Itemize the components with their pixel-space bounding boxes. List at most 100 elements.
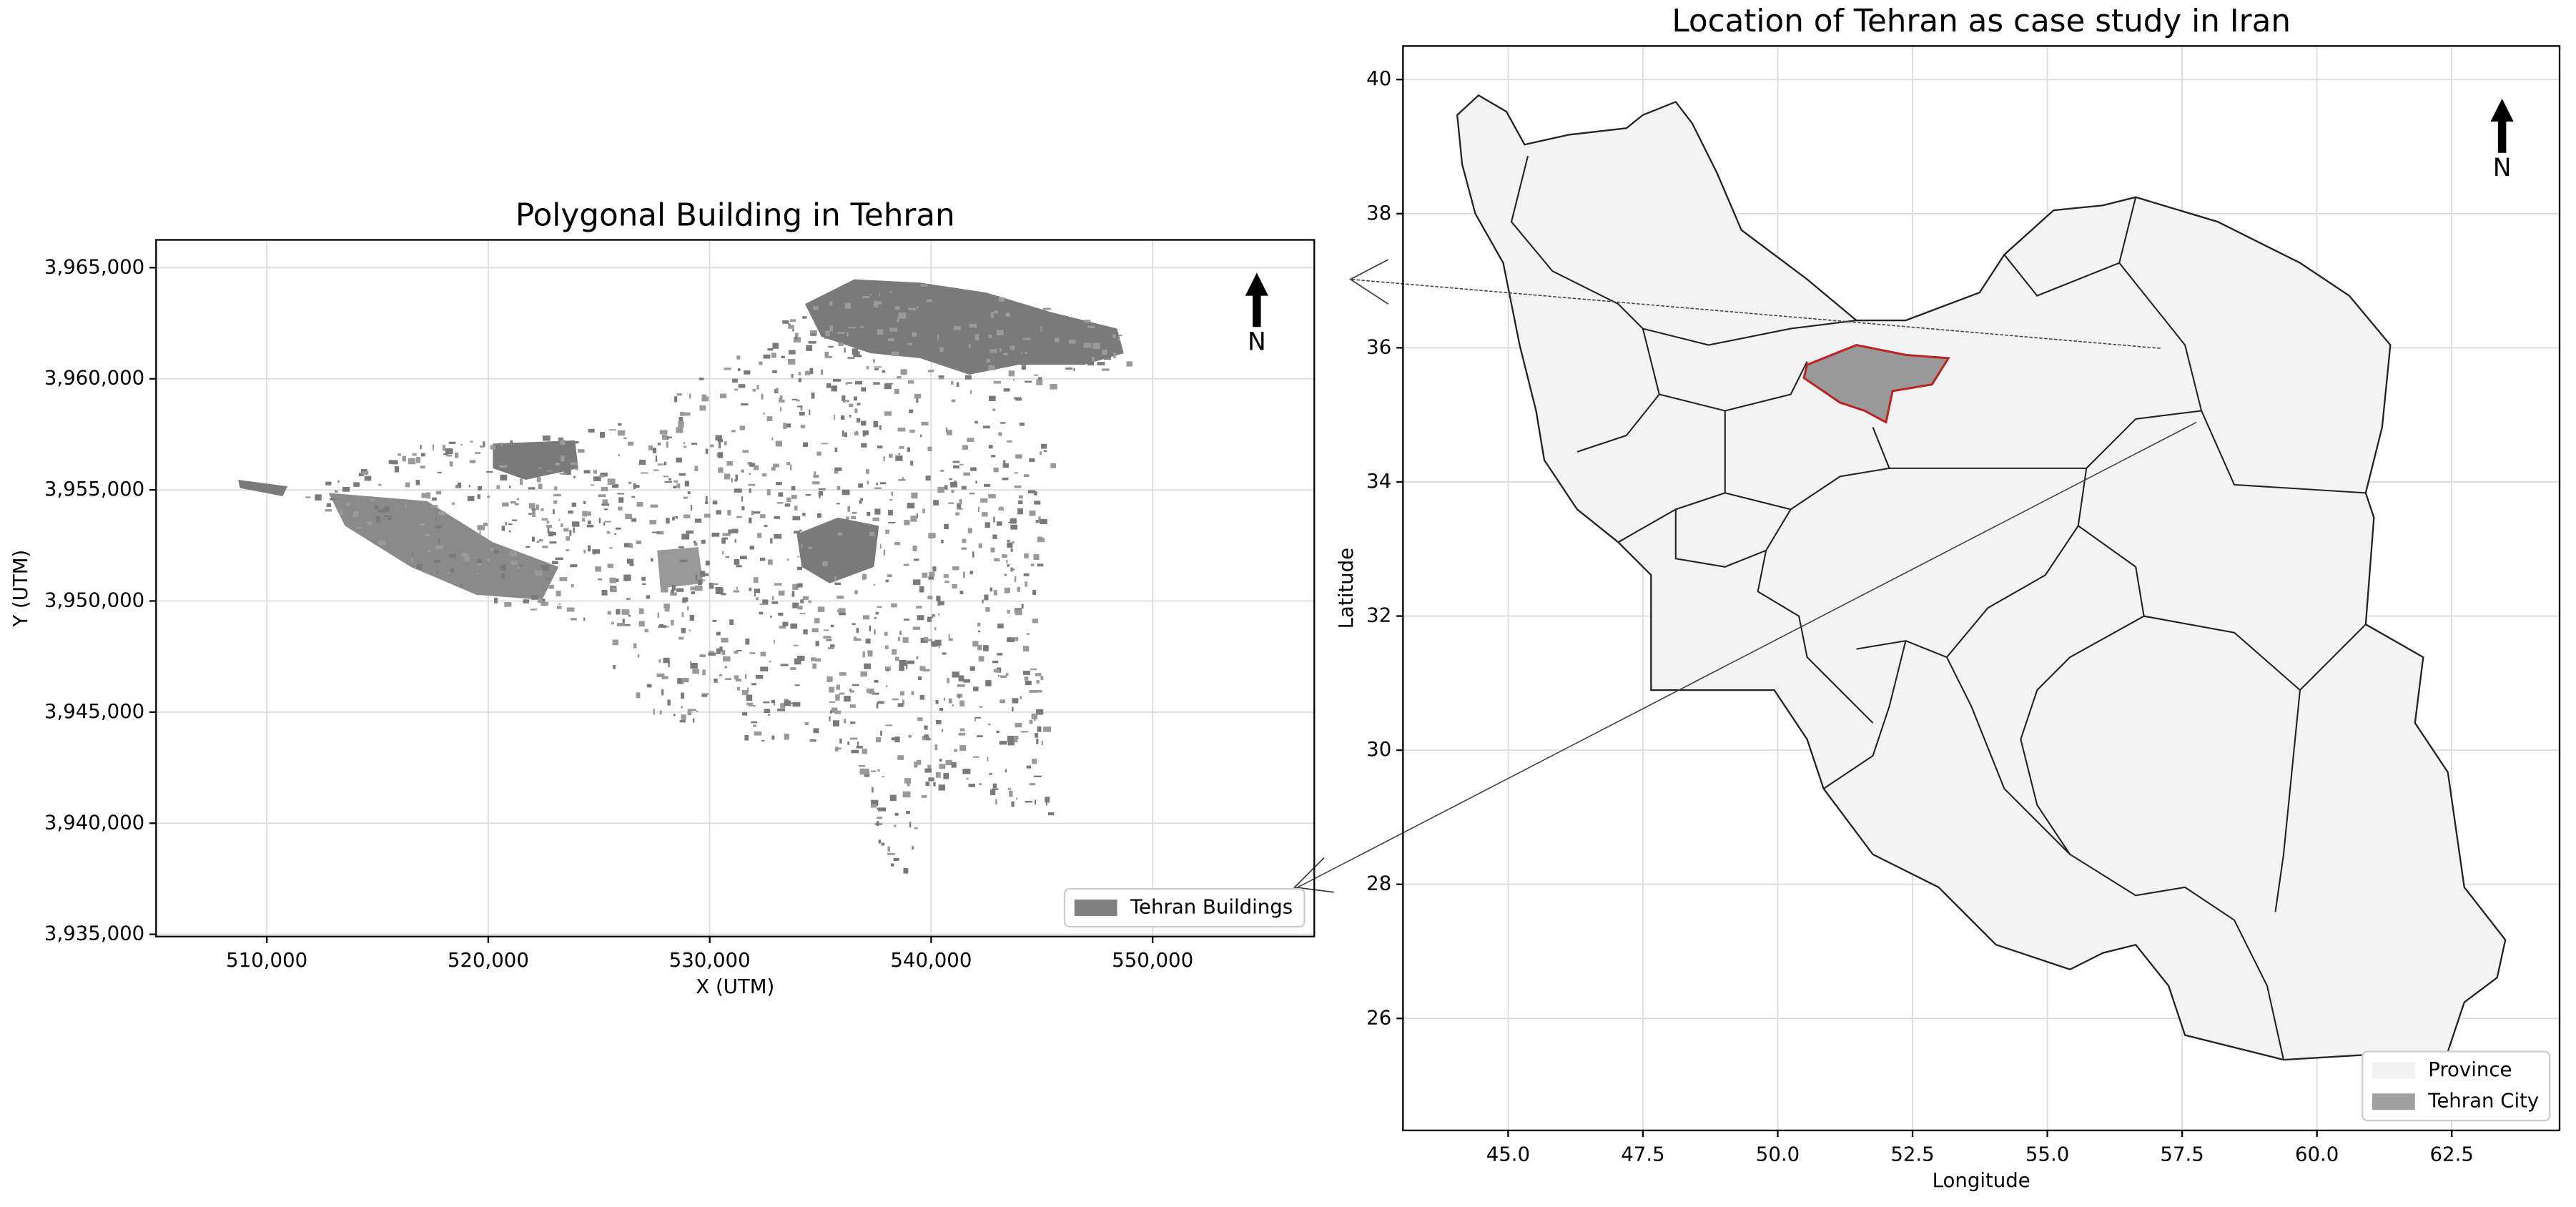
building <box>898 636 901 641</box>
building <box>762 599 769 605</box>
building <box>1029 719 1033 724</box>
building <box>690 505 693 511</box>
building <box>948 634 950 639</box>
building <box>432 444 434 450</box>
building <box>949 478 952 481</box>
building <box>754 588 761 593</box>
building <box>907 503 915 509</box>
building <box>687 570 694 575</box>
building <box>972 641 979 647</box>
building <box>1032 758 1037 764</box>
y-tick-label: 26 <box>1366 1005 1391 1029</box>
building <box>636 692 641 699</box>
x-tick-label: 50.0 <box>1756 1142 1800 1166</box>
building <box>764 709 771 713</box>
building <box>469 460 476 463</box>
building <box>479 531 481 536</box>
building <box>871 799 879 806</box>
building <box>591 484 594 486</box>
building <box>425 533 430 537</box>
x-tick-label: 55.0 <box>2025 1142 2069 1166</box>
building <box>857 741 859 747</box>
building <box>510 440 513 445</box>
building <box>809 739 816 742</box>
building <box>670 592 677 596</box>
building <box>770 538 773 544</box>
building <box>1042 312 1050 317</box>
building <box>969 323 977 328</box>
building <box>796 566 802 571</box>
building <box>541 508 544 511</box>
building <box>432 497 437 501</box>
building <box>1040 326 1042 332</box>
building <box>838 523 842 528</box>
building <box>1018 500 1023 505</box>
building <box>483 441 485 448</box>
building <box>721 593 726 596</box>
building <box>638 459 646 465</box>
building <box>754 731 762 736</box>
building <box>677 678 684 684</box>
building <box>445 448 453 455</box>
building <box>797 606 803 610</box>
legend-box <box>1063 887 1306 928</box>
building <box>888 338 894 342</box>
building <box>877 606 882 609</box>
building <box>1036 739 1039 744</box>
building <box>786 558 789 561</box>
building <box>611 587 617 593</box>
building <box>992 783 997 789</box>
building <box>901 337 904 341</box>
building <box>405 505 407 508</box>
building <box>969 571 973 575</box>
building <box>898 453 900 455</box>
building <box>701 396 709 402</box>
building <box>606 531 611 534</box>
building <box>885 529 889 534</box>
building <box>702 573 709 576</box>
building <box>999 741 1007 745</box>
building <box>476 573 480 574</box>
building <box>878 839 882 844</box>
building <box>686 530 694 534</box>
building <box>866 688 874 694</box>
building <box>881 842 885 846</box>
building <box>939 764 946 769</box>
building <box>851 749 859 754</box>
building <box>829 710 832 714</box>
building <box>667 699 671 706</box>
building <box>776 388 779 393</box>
connector-line <box>1350 278 2161 349</box>
building <box>970 467 977 471</box>
building-cluster <box>328 493 559 600</box>
building <box>939 759 942 762</box>
building <box>870 770 877 772</box>
building <box>761 473 767 477</box>
building <box>874 616 877 619</box>
building <box>977 630 981 633</box>
building <box>952 704 954 706</box>
building <box>772 343 779 349</box>
building <box>831 561 837 566</box>
building <box>1029 458 1035 462</box>
legend-label: Tehran City <box>2427 1089 2539 1113</box>
building <box>516 498 519 501</box>
building <box>340 509 343 516</box>
building <box>546 521 550 524</box>
building <box>1016 797 1018 800</box>
y-tick-label: 28 <box>1366 872 1391 895</box>
building <box>611 484 619 488</box>
building <box>918 676 922 681</box>
building <box>700 571 706 577</box>
building <box>874 368 879 370</box>
building <box>1007 739 1015 746</box>
building <box>1008 370 1015 377</box>
building <box>490 445 496 450</box>
building <box>877 701 884 704</box>
building <box>1104 357 1111 360</box>
building <box>416 563 423 570</box>
building <box>555 463 560 465</box>
building <box>962 769 971 774</box>
building <box>985 680 992 686</box>
building <box>625 513 632 520</box>
